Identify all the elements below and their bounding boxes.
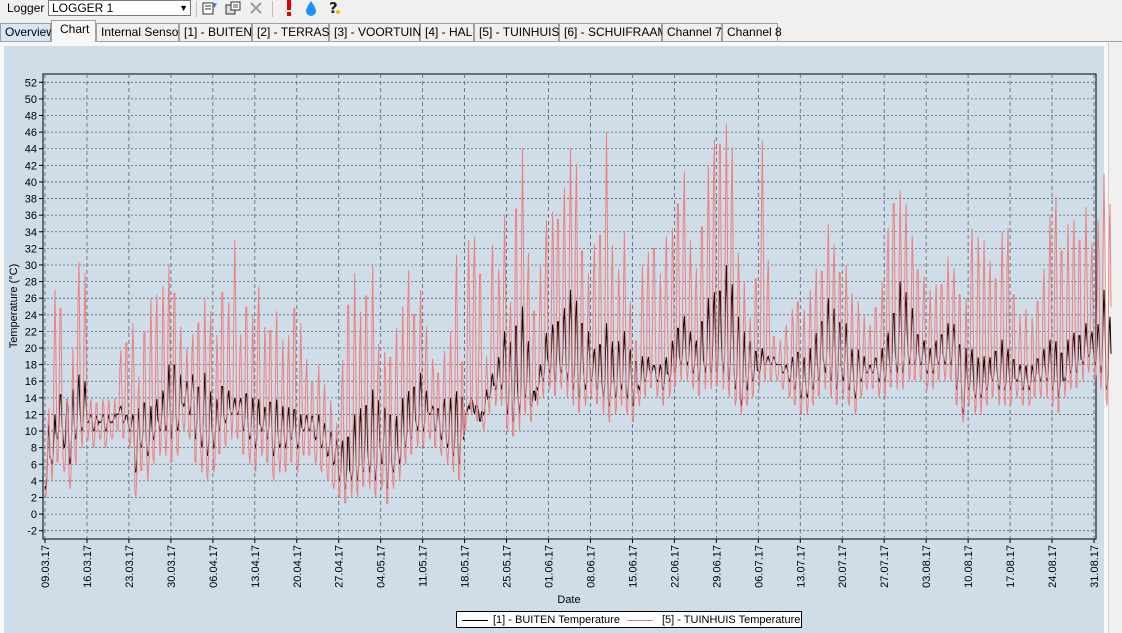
tab-channel-8[interactable]: Channel 8	[722, 23, 782, 41]
x-tick-label: 10.08.17	[963, 545, 975, 588]
legend: [1] - BUITEN Temperature [5] - TUINHUIS …	[456, 611, 802, 628]
help-icon[interactable]: ?	[325, 0, 343, 16]
legend-label-buiten: [1] - BUITEN Temperature	[493, 614, 620, 626]
y-tick-label: 44	[25, 144, 37, 156]
tab-overview[interactable]: Overview	[0, 23, 55, 41]
download-icon[interactable]	[224, 0, 242, 16]
logger-select[interactable]: LOGGER 1 ▼	[48, 0, 191, 16]
tab-hal[interactable]: [4] - HAL	[420, 23, 474, 41]
toolbar-separator	[272, 1, 273, 17]
x-tick-label: 25.05.17	[502, 545, 514, 588]
properties-icon[interactable]	[201, 0, 219, 16]
y-tick-label: 12	[25, 409, 37, 421]
y-tick-label: 38	[25, 194, 37, 206]
tab-internal-sensor[interactable]: Internal Sensor	[96, 23, 182, 41]
y-axis: -202468101214161820222426283032343638404…	[25, 77, 43, 538]
y-tick-label: 24	[25, 310, 37, 322]
y-tick-label: 36	[25, 210, 37, 222]
logger-label: Logger	[7, 1, 45, 15]
y-tick-label: 34	[25, 227, 37, 239]
x-tick-label: 13.04.17	[250, 545, 262, 588]
x-tick-label: 24.08.17	[1047, 545, 1059, 588]
x-tick-label: 31.08.17	[1089, 545, 1101, 588]
x-axis-label: Date	[557, 594, 580, 606]
y-tick-label: 50	[25, 94, 37, 106]
plot-frame	[42, 73, 1097, 540]
y-tick-label: 32	[25, 243, 37, 255]
legend-swatch-tuinhuis	[627, 620, 653, 621]
y-tick-label: 14	[25, 393, 37, 405]
x-tick-label: 03.08.17	[921, 545, 933, 588]
tab-schuifraam[interactable]: [6] - SCHUIFRAAM	[559, 23, 667, 41]
chevron-down-icon[interactable]: ▼	[179, 3, 188, 13]
tab-channel-7[interactable]: Channel 7	[662, 23, 722, 41]
logger-select-value: LOGGER 1	[52, 1, 114, 15]
x-tick-label: 06.04.17	[208, 545, 220, 588]
x-tick-label: 08.06.17	[585, 545, 597, 588]
y-tick-label: 52	[25, 77, 37, 89]
y-tick-label: -2	[27, 526, 37, 538]
legend-label-tuinhuis: [5] - TUINHUIS Temperature	[662, 614, 801, 626]
x-tick-label: 04.05.17	[376, 545, 388, 588]
x-tick-label: 17.08.17	[1005, 545, 1017, 588]
x-tick-label: 13.07.17	[795, 545, 807, 588]
y-tick-label: 42	[25, 160, 37, 172]
x-axis: 09.03.17 16.03.17 23.03.17 30.03.17 06.04.17…	[40, 539, 1101, 588]
y-tick-label: 4	[31, 476, 37, 488]
x-tick-label: 22.06.17	[669, 545, 681, 588]
x-tick-label: 18.05.17	[460, 545, 472, 588]
x-tick-label: 09.03.17	[40, 545, 52, 588]
y-tick-label: 16	[25, 376, 37, 388]
x-tick-label: 15.06.17	[627, 545, 639, 588]
y-tick-label: 0	[31, 509, 37, 521]
tab-chart[interactable]: Chart	[51, 20, 96, 42]
toolbar: Logger LOGGER 1 ▼ ?	[0, 0, 1122, 20]
toolbar-separator	[196, 1, 197, 17]
x-tick-label: 27.07.17	[879, 545, 891, 588]
tab-bar: Overview Chart Internal Sensor [1] - BUI…	[0, 20, 1122, 42]
y-tick-label: 20	[25, 343, 37, 355]
y-tick-label: 10	[25, 426, 37, 438]
tab-terras[interactable]: [2] - TERRAS	[252, 23, 329, 41]
y-axis-label: Temperature (°C)	[8, 264, 20, 348]
y-tick-label: 22	[25, 326, 37, 338]
y-tick-label: 30	[25, 260, 37, 272]
y-tick-label: 6	[31, 459, 37, 471]
x-tick-label: 23.03.17	[124, 545, 136, 588]
water-drop-icon[interactable]	[302, 0, 320, 16]
grid	[43, 74, 1096, 539]
y-tick-label: 2	[31, 492, 37, 504]
x-tick-label: 20.04.17	[292, 545, 304, 588]
y-tick-label: 8	[31, 443, 37, 455]
y-tick-label: 18	[25, 360, 37, 372]
alarm-icon[interactable]	[280, 0, 298, 16]
x-tick-label: 27.04.17	[334, 545, 346, 588]
y-tick-label: 46	[25, 127, 37, 139]
svg-text:?: ?	[329, 0, 338, 16]
y-tick-label: 40	[25, 177, 37, 189]
series-line-tuinhuis	[44, 123, 1112, 505]
tab-voortuin[interactable]: [3] - VOORTUIN	[329, 23, 421, 41]
x-tick-label: 20.07.17	[837, 545, 849, 588]
x-tick-label: 29.06.17	[711, 545, 723, 588]
y-tick-label: 48	[25, 111, 37, 123]
x-tick-label: 30.03.17	[166, 545, 178, 588]
x-tick-label: 01.06.17	[544, 545, 556, 588]
close-icon[interactable]	[247, 0, 265, 16]
series-group	[44, 123, 1112, 505]
y-tick-label: 26	[25, 293, 37, 305]
tab-tuinhuis[interactable]: [5] - TUINHUIS	[474, 23, 559, 41]
x-tick-label: 06.07.17	[753, 545, 765, 588]
x-tick-label: 11.05.17	[418, 545, 430, 587]
tab-buiten[interactable]: [1] - BUITEN	[179, 23, 252, 41]
y-tick-label: 28	[25, 277, 37, 289]
legend-swatch-buiten	[462, 620, 488, 621]
x-tick-label: 16.03.17	[82, 545, 94, 588]
